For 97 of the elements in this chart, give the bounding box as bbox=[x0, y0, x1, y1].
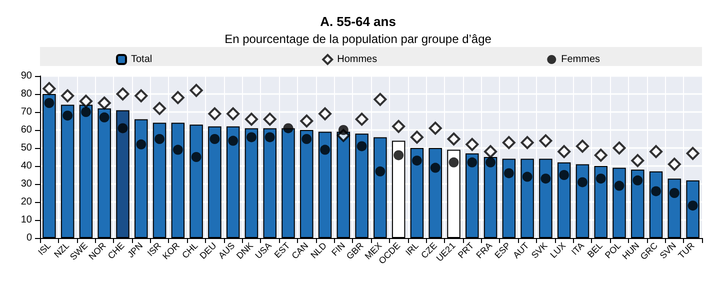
point bbox=[614, 180, 624, 191]
point bbox=[208, 107, 222, 120]
point bbox=[263, 112, 276, 126]
point bbox=[62, 110, 73, 121]
chart-subtitle: En pourcentage de la population par groupe d’âge bbox=[224, 32, 492, 46]
point bbox=[116, 88, 130, 100]
point bbox=[650, 145, 663, 158]
point bbox=[392, 120, 406, 133]
point bbox=[540, 174, 551, 184]
point bbox=[430, 162, 440, 173]
chart-title: A. 55-64 ans bbox=[320, 14, 396, 29]
x-tick-label: TUR bbox=[676, 240, 697, 261]
point bbox=[356, 141, 367, 152]
point bbox=[374, 92, 387, 106]
point bbox=[651, 186, 662, 196]
point bbox=[594, 148, 608, 162]
point bbox=[153, 102, 166, 115]
y-tick-label: 40 bbox=[20, 160, 32, 172]
point bbox=[300, 114, 314, 128]
point bbox=[99, 112, 110, 122]
point bbox=[612, 142, 626, 154]
legend-label: Total bbox=[130, 54, 152, 65]
point bbox=[338, 125, 348, 135]
point bbox=[559, 170, 570, 180]
point bbox=[669, 188, 680, 198]
point bbox=[264, 132, 275, 142]
point bbox=[210, 134, 220, 144]
x-tick-label: POL bbox=[603, 240, 623, 260]
point bbox=[98, 96, 111, 110]
point bbox=[302, 134, 312, 144]
y-tick-label: 60 bbox=[20, 124, 32, 136]
x-tick-label: BEL bbox=[585, 240, 604, 260]
point bbox=[79, 94, 92, 108]
x-tick-label: NZL bbox=[52, 240, 72, 260]
point bbox=[520, 136, 534, 150]
point bbox=[226, 107, 240, 120]
point bbox=[631, 154, 644, 168]
point bbox=[467, 157, 478, 168]
legend-label: Femmes bbox=[561, 54, 600, 65]
point bbox=[44, 98, 54, 108]
point bbox=[190, 84, 203, 97]
point bbox=[686, 146, 700, 160]
point bbox=[375, 166, 386, 176]
point bbox=[136, 139, 146, 150]
point bbox=[428, 122, 442, 135]
point bbox=[412, 156, 422, 166]
point bbox=[172, 144, 183, 155]
point bbox=[246, 132, 256, 142]
x-tick-label: ISR bbox=[145, 240, 164, 258]
point bbox=[42, 82, 56, 96]
point bbox=[448, 157, 459, 168]
point bbox=[134, 89, 148, 102]
y-tick-label: 10 bbox=[20, 214, 32, 226]
point bbox=[577, 177, 588, 188]
point bbox=[410, 130, 424, 144]
y-tick-label: 0 bbox=[26, 232, 32, 244]
point bbox=[447, 132, 460, 146]
x-tick-label: ISL bbox=[36, 240, 53, 258]
point bbox=[171, 91, 184, 104]
point bbox=[504, 168, 514, 178]
y-tick-label: 70 bbox=[20, 106, 32, 118]
legend-label: Hommes bbox=[337, 54, 378, 65]
point bbox=[320, 144, 330, 155]
point bbox=[484, 145, 498, 158]
y-tick-label: 50 bbox=[20, 142, 32, 154]
y-tick-label: 20 bbox=[20, 196, 32, 208]
point bbox=[154, 134, 165, 144]
point bbox=[394, 150, 404, 160]
point bbox=[576, 140, 589, 153]
point bbox=[688, 200, 698, 211]
point bbox=[539, 134, 552, 148]
point bbox=[355, 112, 368, 126]
point bbox=[596, 174, 606, 184]
point bbox=[244, 112, 258, 126]
x-tick-label: IRL bbox=[404, 240, 421, 258]
point bbox=[486, 157, 496, 168]
x-tick-label: FIN bbox=[330, 240, 347, 258]
point bbox=[191, 152, 202, 162]
point bbox=[558, 145, 571, 158]
point bbox=[228, 136, 238, 146]
point bbox=[61, 89, 74, 102]
y-tick-label: 30 bbox=[20, 178, 32, 190]
point bbox=[80, 107, 91, 117]
point bbox=[522, 172, 532, 182]
x-tick-label: CHL bbox=[180, 240, 200, 260]
point bbox=[668, 158, 681, 171]
x-tick-label: USA bbox=[253, 240, 274, 261]
x-tick-label: FRA bbox=[474, 240, 494, 260]
point bbox=[283, 123, 294, 134]
point bbox=[118, 123, 128, 134]
point bbox=[502, 136, 516, 150]
point bbox=[466, 138, 479, 151]
y-tick-label: 80 bbox=[20, 88, 32, 100]
y-tick-label: 90 bbox=[20, 70, 32, 82]
point bbox=[318, 107, 332, 120]
point bbox=[632, 175, 643, 186]
x-tick-label: ITA bbox=[570, 240, 586, 257]
